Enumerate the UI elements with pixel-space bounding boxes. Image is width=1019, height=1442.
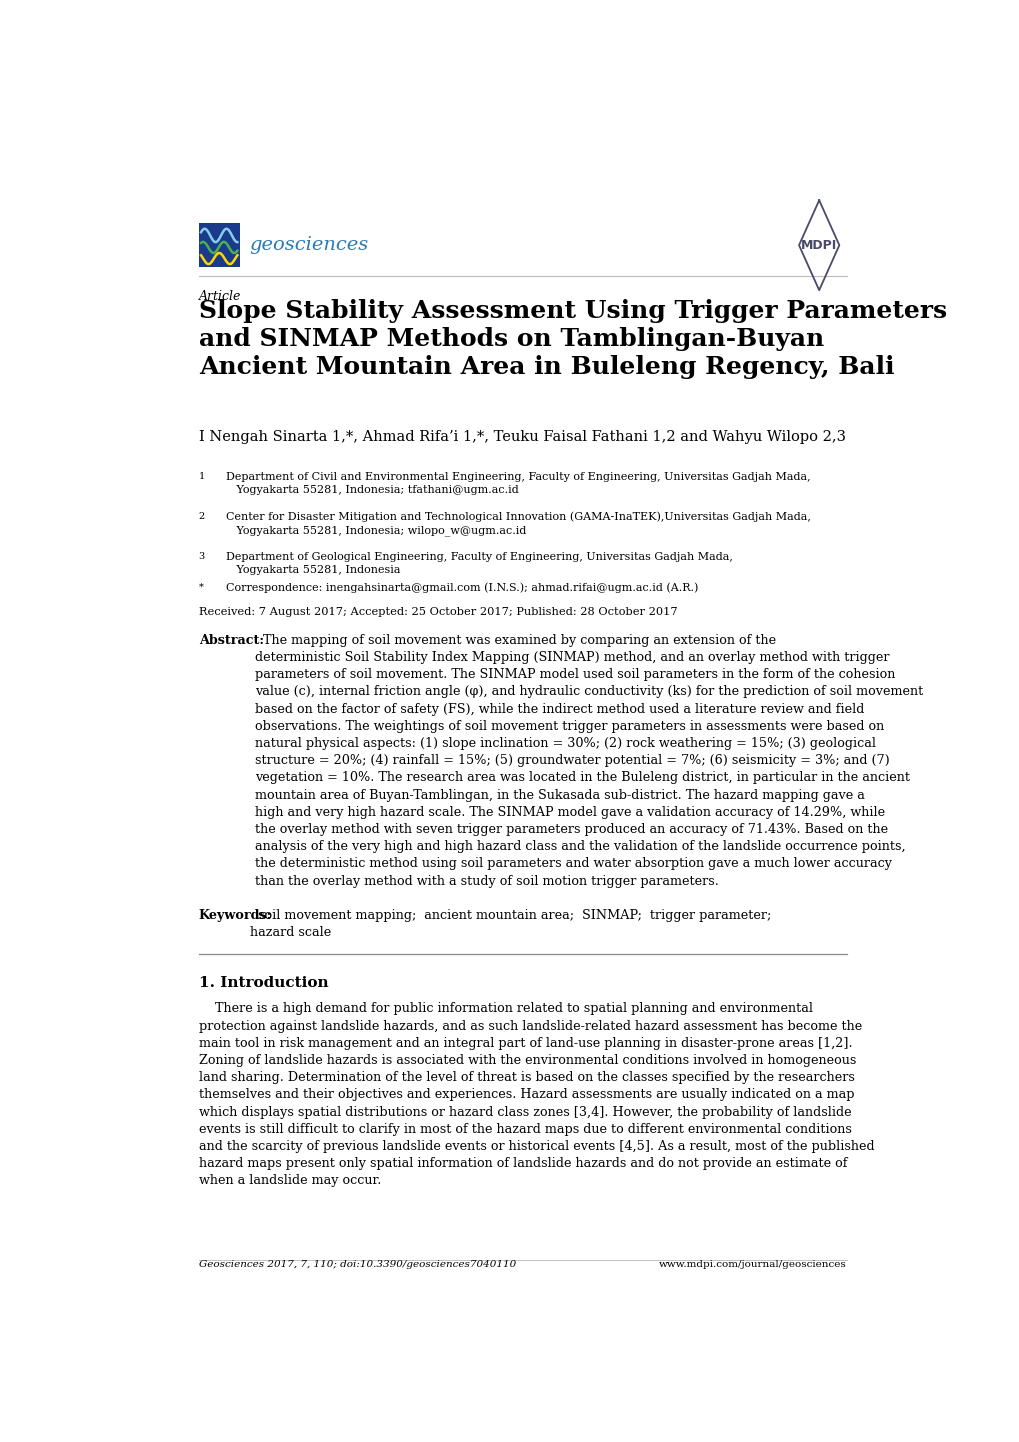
Text: 2: 2 [199,512,205,521]
Text: Correspondence: inengahsinarta@gmail.com (I.N.S.); ahmad.rifai@ugm.ac.id (A.R.): Correspondence: inengahsinarta@gmail.com… [226,583,698,593]
Text: Slope Stability Assessment Using Trigger Parameters
and SINMAP Methods on Tambli: Slope Stability Assessment Using Trigger… [199,298,946,379]
Text: Received: 7 August 2017; Accepted: 25 October 2017; Published: 28 October 2017: Received: 7 August 2017; Accepted: 25 Oc… [199,607,677,617]
Text: *: * [199,583,204,591]
Text: 1: 1 [199,472,205,480]
Text: Geosciences 2017, 7, 110; doi:10.3390/geosciences7040110: Geosciences 2017, 7, 110; doi:10.3390/ge… [199,1260,516,1269]
Text: soil movement mapping;  ancient mountain area;  SINMAP;  trigger parameter;
haza: soil movement mapping; ancient mountain … [250,910,770,939]
Text: I Nengah Sinarta 1,*, Ahmad Rifa’i 1,*, Teuku Faisal Fathani 1,2 and Wahyu Wilop: I Nengah Sinarta 1,*, Ahmad Rifa’i 1,*, … [199,430,845,444]
Text: There is a high demand for public information related to spatial planning and en: There is a high demand for public inform… [199,1002,873,1187]
Text: Article: Article [199,290,240,303]
Text: Department of Geological Engineering, Faculty of Engineering, Universitas Gadjah: Department of Geological Engineering, Fa… [226,552,733,575]
Bar [199,224,239,267]
Text: Center for Disaster Mitigation and Technological Innovation (GAMA-InaTEK),Univer: Center for Disaster Mitigation and Techn… [226,512,810,536]
Text: 3: 3 [199,552,205,561]
Text: Keywords:: Keywords: [199,910,272,923]
Text: Department of Civil and Environmental Engineering, Faculty of Engineering, Unive: Department of Civil and Environmental En… [226,472,810,495]
Text: geosciences: geosciences [249,236,368,254]
Text: The mapping of soil movement was examined by comparing an extension of the
deter: The mapping of soil movement was examine… [255,634,922,888]
Text: www.mdpi.com/journal/geosciences: www.mdpi.com/journal/geosciences [658,1260,846,1269]
Text: MDPI: MDPI [800,239,837,252]
Text: 1. Introduction: 1. Introduction [199,976,328,989]
Text: Abstract:: Abstract: [199,634,263,647]
